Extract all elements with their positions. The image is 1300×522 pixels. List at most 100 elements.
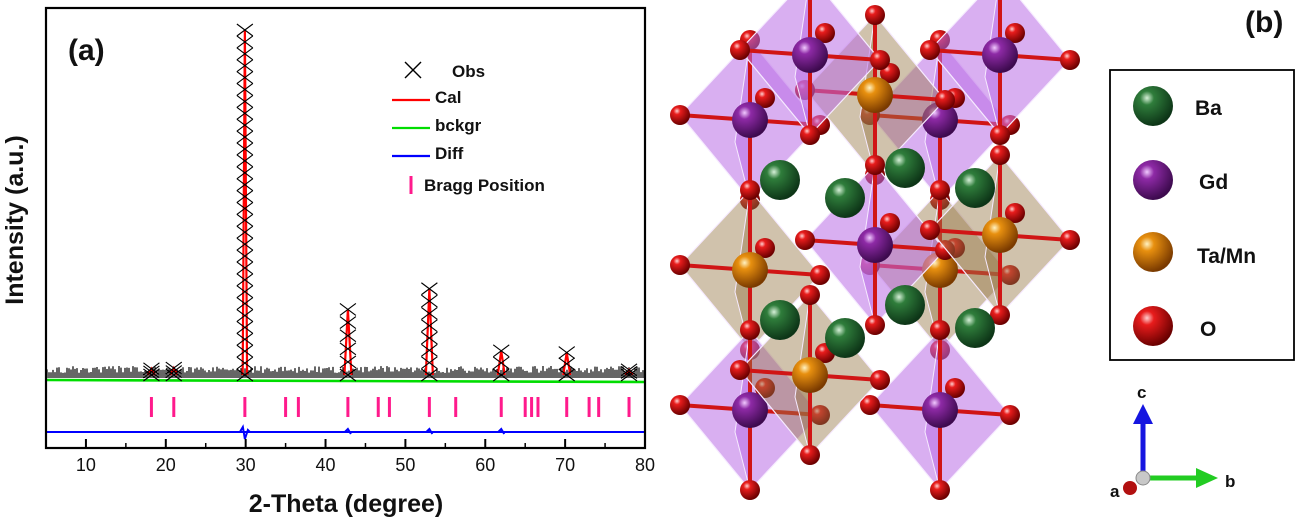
x-tick-label: 50 (395, 455, 415, 475)
x-tick-label: 70 (555, 455, 575, 475)
b-axis-arrowhead (1196, 468, 1218, 488)
oxygen-atom (810, 405, 830, 425)
legend-label-obs: Obs (452, 62, 485, 81)
plot-layer (45, 23, 646, 440)
oxygen-atom (755, 238, 775, 258)
ta-mn-atom (792, 357, 828, 393)
legend-label-bragg: Bragg Position (424, 176, 545, 195)
oxygen-atom (670, 105, 690, 125)
oxygen-atom (1005, 23, 1025, 43)
c-axis-arrowhead (1133, 404, 1153, 424)
oxygen-atom (740, 480, 760, 500)
legend-label-bckgr: bckgr (435, 116, 482, 135)
oxygen-atom (865, 155, 885, 175)
legend-label-gd: Gd (1199, 171, 1228, 194)
legend-label-diff: Diff (435, 144, 464, 163)
oxygen-atom (670, 395, 690, 415)
chart-legend: Obs Cal bckgr Diff Bragg Position (392, 61, 545, 195)
calc-peak (343, 309, 353, 376)
xrd-chart: 10 20 30 40 50 60 70 80 (a) 2-Theta (degree) In… (1, 6, 655, 518)
ba-atom (955, 308, 995, 348)
oxygen-atom (1060, 50, 1080, 70)
background-curve (45, 378, 646, 384)
ta-mn-atom (732, 252, 768, 288)
legend-label-o: O (1200, 318, 1216, 341)
oxygen-atom (870, 50, 890, 70)
oxygen-atom (990, 145, 1010, 165)
ba-atom (825, 318, 865, 358)
oxygen-atom (865, 5, 885, 25)
oxygen-atom (755, 378, 775, 398)
gd-atom (732, 102, 768, 138)
legend-label-cal: Cal (435, 88, 461, 107)
oxygen-atom (1000, 405, 1020, 425)
oxygen-atom (930, 320, 950, 340)
axis-layer: 10 20 30 40 50 60 70 80 (44, 6, 655, 475)
oxygen-atom (1005, 203, 1025, 223)
oxygen-atom (860, 395, 880, 415)
atom-legend: Ba Gd Ta/Mn O (1109, 69, 1295, 361)
legend-ball-o (1133, 306, 1173, 346)
axis-label-b: b (1225, 472, 1235, 491)
legend-ball-tamn (1133, 232, 1173, 272)
legend-ball-ba (1133, 86, 1173, 126)
crystal-structure: (b) Ba Gd Ta/Mn O c b a (670, 0, 1295, 501)
x-tick-label: 30 (236, 455, 256, 475)
obs-markers (143, 362, 160, 382)
x-tick-label: 20 (156, 455, 176, 475)
obs-markers (421, 282, 438, 382)
axis-origin (1135, 470, 1151, 486)
oxygen-atom (730, 40, 750, 60)
x-tick-label: 80 (635, 455, 655, 475)
obs-markers (339, 303, 357, 382)
x-axis-label: 2-Theta (degree) (249, 490, 443, 518)
oxygen-atom (990, 305, 1010, 325)
oxygen-atom (920, 220, 940, 240)
diff-feature (497, 427, 506, 435)
axis-label-a: a (1110, 482, 1120, 501)
gd-atom (982, 37, 1018, 73)
oxygen-atom (945, 378, 965, 398)
oxygen-atom (935, 90, 955, 110)
ba-atom (955, 168, 995, 208)
oxygen-atom (755, 88, 775, 108)
oxygen-atom (870, 370, 890, 390)
axis-triad: c b a (1110, 383, 1235, 501)
obs-markers (236, 23, 254, 382)
oxygen-atom (800, 445, 820, 465)
ba-atom (885, 285, 925, 325)
ba-atom (825, 178, 865, 218)
gd-atom (732, 392, 768, 428)
x-tick-label: 10 (76, 455, 96, 475)
ta-mn-atom (982, 217, 1018, 253)
oxygen-atom (810, 265, 830, 285)
obs-markers (492, 344, 510, 382)
ba-atom (760, 300, 800, 340)
diff-feature (344, 427, 352, 435)
legend-obs-marker (404, 61, 422, 79)
axis-label-c: c (1137, 383, 1146, 402)
oxygen-atom (1060, 230, 1080, 250)
structure-model (670, 0, 1080, 500)
diff-feature (425, 427, 434, 435)
oxygen-atom (740, 180, 760, 200)
gd-atom (857, 227, 893, 263)
legend-label-tamn: Ta/Mn (1197, 245, 1256, 268)
oxygen-atom (1000, 265, 1020, 285)
legend-label-ba: Ba (1195, 97, 1222, 120)
oxygen-atom (800, 125, 820, 145)
panel-label-b: (b) (1245, 6, 1283, 39)
obs-markers (620, 363, 638, 382)
oxygen-atom (670, 255, 690, 275)
oxygen-atom (920, 40, 940, 60)
oxygen-atom (865, 315, 885, 335)
x-tick-label: 40 (316, 455, 336, 475)
legend-ball-gd (1133, 160, 1173, 200)
gd-atom (922, 102, 958, 138)
x-tick-label: 60 (475, 455, 495, 475)
y-axis-label: Intensity (a.u.) (1, 135, 29, 304)
calc-peak (241, 29, 249, 376)
oxygen-atom (930, 480, 950, 500)
obs-markers (165, 361, 183, 382)
ba-atom (885, 148, 925, 188)
